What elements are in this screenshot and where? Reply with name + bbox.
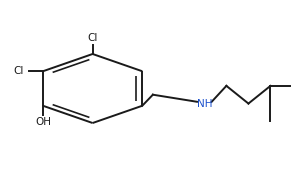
Text: Cl: Cl <box>14 66 24 76</box>
Text: NH: NH <box>197 99 212 109</box>
Text: Cl: Cl <box>87 33 98 43</box>
Text: OH: OH <box>35 117 51 127</box>
